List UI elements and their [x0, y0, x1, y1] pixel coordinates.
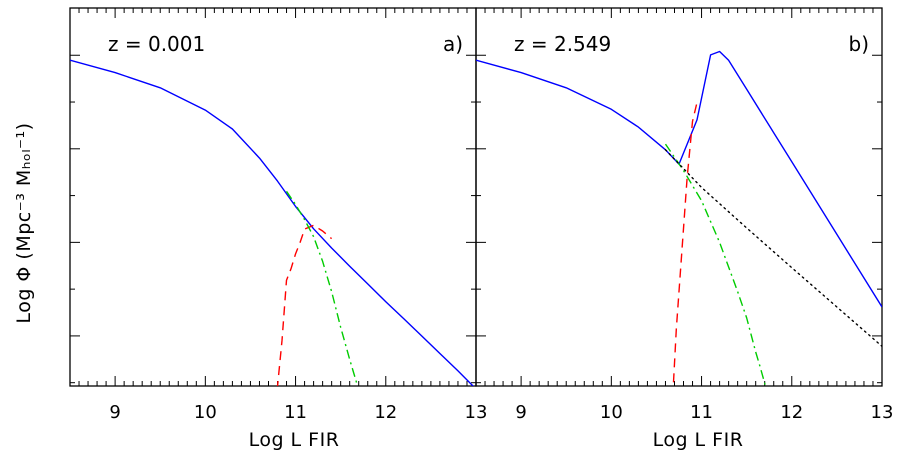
- panel-b: 9 10 11 12 13 z = 2.549 b) Log L FIR: [475, 7, 893, 451]
- panel-a-series-dashed-line: [276, 224, 333, 386]
- y-axis-label-text: Log Φ (Mpc⁻³ Mₕₒₗ⁻¹): [13, 122, 35, 323]
- panel-b-redshift-label: z = 2.549: [514, 32, 611, 56]
- y-axis-label: Log Φ (Mpc⁻³ Mₕₒₗ⁻¹): [13, 122, 35, 323]
- panel-a-ticks: [69, 8, 477, 386]
- panel-a-tick-labels: 9 10 11 12 13: [109, 402, 487, 423]
- x-tick-label: 13: [871, 402, 894, 423]
- x-tick-label: 13: [465, 402, 488, 423]
- x-tick-label: 9: [515, 402, 526, 423]
- panel-b-ticks: [475, 8, 883, 386]
- x-tick-label: 9: [109, 402, 120, 423]
- svg-text:Log Φ (Mpc⁻³ Mₕₒₗ⁻¹): Log Φ (Mpc⁻³ Mₕₒₗ⁻¹): [13, 122, 35, 323]
- panel-b-series-dotted-line: [664, 149, 882, 347]
- panel-b-series-dashed-line: [672, 98, 699, 386]
- x-tick-label: 10: [600, 402, 623, 423]
- panel-a-curves: [70, 59, 475, 386]
- panel-a-series-solid-line: [70, 59, 475, 386]
- panel-b-series-solid-line: [476, 50, 882, 308]
- x-tick-label: 10: [194, 402, 217, 423]
- panel-b-x-axis-label: Log L FIR: [653, 429, 744, 451]
- panel-a-tag: a): [443, 32, 463, 56]
- panel-b-series-dash-dot-line: [664, 143, 767, 386]
- panel-a: 9 10 11 12 13 z = 0.001 a) Log L FIR: [69, 7, 487, 451]
- panel-a-redshift-label: z = 0.001: [108, 32, 205, 56]
- panel-a-x-axis-label: Log L FIR: [249, 429, 340, 451]
- x-tick-label: 11: [284, 402, 307, 423]
- panel-b-tag: b): [849, 32, 870, 56]
- x-tick-label: 12: [374, 402, 397, 423]
- panel-b-frame: [475, 7, 883, 387]
- panel-b-curves: [476, 50, 882, 386]
- x-tick-label: 12: [780, 402, 803, 423]
- x-tick-label: 11: [690, 402, 713, 423]
- panel-b-tick-labels: 9 10 11 12 13: [515, 402, 893, 423]
- panel-a-series-dash-dot-line: [285, 190, 359, 386]
